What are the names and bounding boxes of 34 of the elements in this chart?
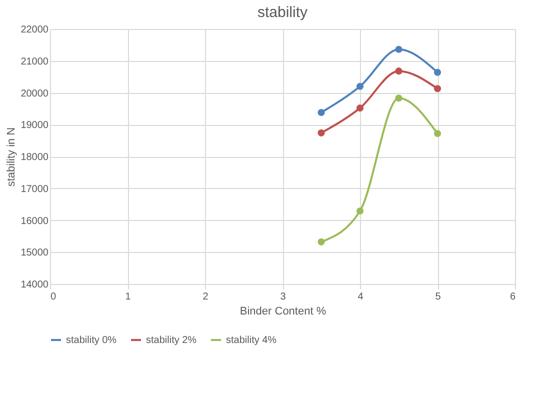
- chart-title: stability: [257, 4, 308, 21]
- y-tick-label: 22000: [20, 24, 49, 36]
- x-tick-label: 4: [358, 292, 364, 302]
- x-tick-label: 3: [280, 292, 286, 302]
- y-tick-label: 20000: [20, 88, 49, 100]
- point: [434, 85, 442, 92]
- point: [395, 68, 402, 75]
- y-tick-label: 16000: [20, 216, 49, 227]
- y-tick-label: 21000: [20, 56, 49, 68]
- point: [395, 94, 402, 102]
- point: [395, 46, 402, 53]
- x-axis-title: Binder Content %: [240, 306, 326, 318]
- point: [434, 68, 442, 76]
- y-tick-label: 19000: [20, 120, 49, 132]
- point: [318, 108, 325, 116]
- x-tick-label: 1: [125, 292, 132, 302]
- legend-label: stability 0%: [66, 335, 117, 346]
- point: [318, 238, 325, 246]
- y-axis-title: stability in N: [6, 127, 18, 187]
- x-tick-label: 6: [510, 292, 516, 302]
- point: [356, 104, 364, 112]
- x-tick-label: 0: [50, 292, 56, 302]
- x-tick-label: 5: [435, 292, 442, 302]
- y-tick-label: 17000: [20, 184, 49, 195]
- y-tick-label: 14000: [20, 280, 49, 290]
- y-tick-label: 15000: [20, 248, 49, 259]
- legend-label: stability 2%: [146, 335, 197, 346]
- x-tick-label: 2: [202, 292, 209, 302]
- point: [356, 207, 364, 215]
- point: [356, 82, 364, 90]
- point: [318, 129, 325, 136]
- point: [434, 130, 442, 138]
- legend-label: stability 4%: [226, 335, 277, 346]
- y-tick-label: 18000: [20, 152, 49, 163]
